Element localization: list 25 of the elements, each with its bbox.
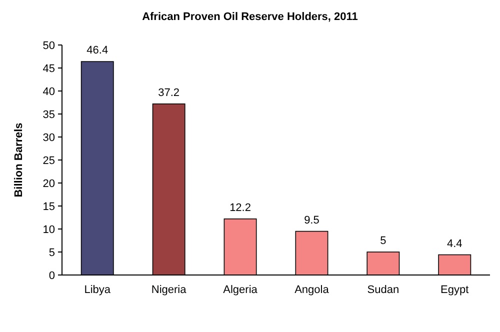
x-tick-label: Nigeria [151,284,188,296]
y-tick-label: 20 [42,178,55,190]
chart-title: African Proven Oil Reserve Holders, 2011 [142,11,358,23]
y-tick-label: 35 [42,108,55,121]
y-tick-label: 15 [42,200,55,213]
x-tick-label: Algeria [223,284,258,296]
y-tick-label: 25 [42,154,55,167]
y-axis-title: Billion Barrels [13,122,25,198]
x-tick-label: Libya [84,284,112,296]
y-tick-label: 0 [48,270,55,282]
x-tick-label: Sudan [367,284,400,296]
data-label: 46.4 [86,44,108,57]
y-tick-label: 40 [42,86,55,98]
data-label: 9.5 [304,214,320,226]
data-label: 12.2 [230,202,251,214]
data-label: 5 [380,235,386,247]
y-tick-label: 30 [42,132,55,144]
x-tick-label: Egypt [440,284,469,296]
data-label: 4.4 [446,238,462,250]
data-label: 37.2 [158,86,180,99]
y-tick-label: 5 [48,246,55,259]
y-tick-label: 50 [42,40,55,52]
y-tick-label: 10 [42,224,55,236]
y-tick-label: 45 [42,62,55,75]
x-tick-label: Angola [294,284,330,296]
